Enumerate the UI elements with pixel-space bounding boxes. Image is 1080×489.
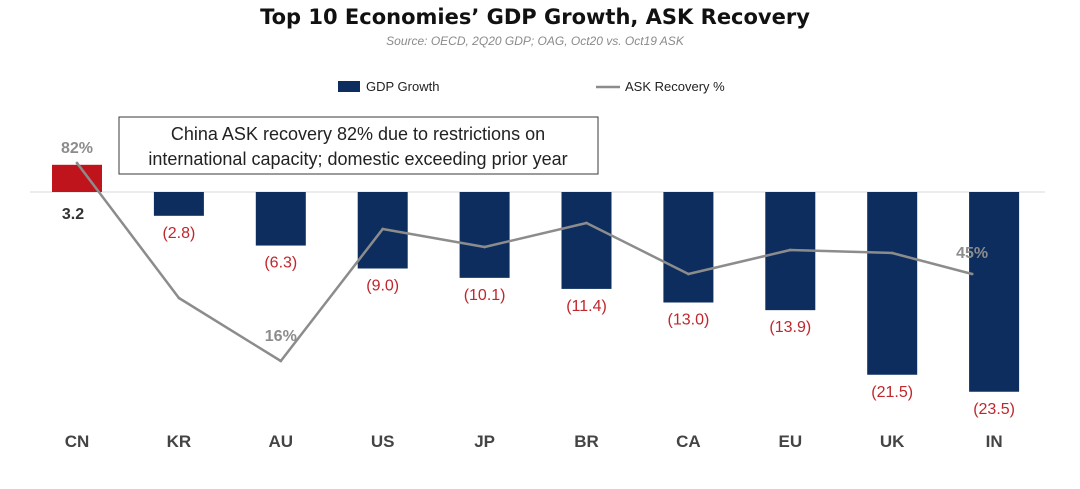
legend-gdp-label: GDP Growth: [366, 79, 439, 94]
category-labels: CN KR AU US JP BR CA EU UK IN: [65, 432, 1003, 451]
gdp-value-label-kr: (2.8): [162, 225, 195, 242]
annotation-frame: [118, 116, 599, 175]
chart-title: Top 10 Economies’ GDP Growth, ASK Recove…: [260, 5, 810, 29]
gdp-value-label-br: (11.4): [566, 298, 607, 315]
gdp-value-label-ca: (13.0): [668, 312, 710, 329]
gdp-bar-br: [561, 192, 612, 289]
category-label-us: US: [371, 432, 395, 451]
ask-point-br: [585, 221, 588, 225]
legend-gdp-swatch: [338, 81, 360, 92]
ask-line-group: [75, 161, 974, 363]
gdp-value-label-cn: 3.2: [62, 206, 84, 223]
category-label-jp: JP: [474, 432, 495, 451]
annotation-box: China ASK recovery 82% due to restrictio…: [118, 116, 599, 175]
category-label-eu: EU: [778, 432, 802, 451]
ask-point-eu: [788, 248, 792, 252]
ask-label-cn: 82%: [61, 140, 93, 157]
ask-point-kr: [177, 296, 181, 300]
gdp-value-label-uk: (21.5): [871, 384, 913, 401]
ask-point-labels: 82% 16% 45%: [61, 140, 988, 345]
ask-point-in: [970, 272, 974, 276]
category-label-au: AU: [269, 432, 294, 451]
gdp-bar-in: [969, 192, 1020, 392]
gdp-bar-jp: [459, 192, 510, 278]
gdp-value-label-jp: (10.1): [464, 287, 506, 304]
ask-label-au: 16%: [265, 328, 297, 345]
gdp-bar-ca: [663, 192, 714, 303]
category-label-uk: UK: [880, 432, 905, 451]
category-label-cn: CN: [65, 432, 90, 451]
ask-point-ca: [687, 272, 690, 276]
chart-subtitle: Source: OECD, 2Q20 GDP; OAG, Oct20 vs. O…: [386, 34, 685, 48]
ask-point-au: [279, 359, 283, 363]
gdp-value-label-eu: (13.9): [769, 319, 811, 336]
category-label-ca: CA: [676, 432, 701, 451]
ask-point-us: [381, 227, 385, 231]
gdp-value-labels: 3.2 (2.8) (6.3) (9.0) (10.1) (11.4) (13.0) (13.…: [62, 206, 1015, 418]
gdp-bar-au: [255, 192, 306, 246]
annotation-line-2: international capacity; domestic exceedi…: [148, 149, 567, 169]
ask-point-cn: [75, 161, 79, 165]
category-label-kr: KR: [167, 432, 192, 451]
category-label-br: BR: [574, 432, 599, 451]
gdp-value-label-us: (9.0): [366, 278, 399, 295]
gdp-bar-kr: [153, 192, 204, 216]
gdp-bars: [52, 164, 1020, 392]
legend: GDP Growth ASK Recovery %: [338, 79, 725, 94]
ask-point-jp: [483, 245, 486, 249]
category-label-in: IN: [986, 432, 1003, 451]
ask-label-in: 45%: [956, 245, 988, 262]
gdp-value-label-au: (6.3): [264, 255, 297, 272]
gdp-bar-cn: [52, 164, 102, 192]
annotation-line-1: China ASK recovery 82% due to restrictio…: [171, 124, 545, 144]
legend-ask-label: ASK Recovery %: [625, 79, 725, 94]
ask-recovery-line: [76, 162, 973, 363]
gdp-bar-uk: [867, 192, 918, 375]
gdp-value-label-in: (23.5): [973, 401, 1015, 418]
ask-point-uk: [890, 251, 894, 255]
